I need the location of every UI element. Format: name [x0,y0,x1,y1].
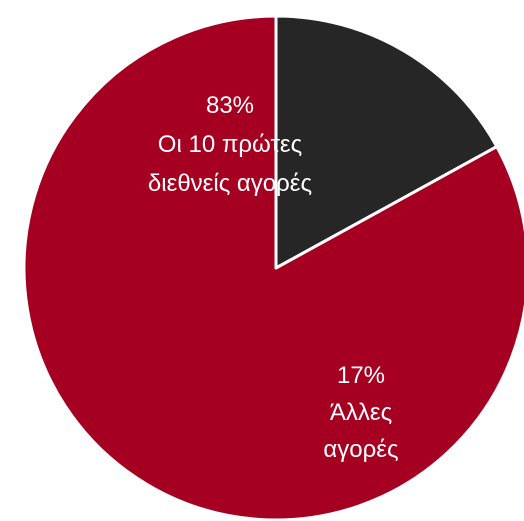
slice-label-line-0-1: Άλλες [330,399,392,426]
pie-slices [22,14,524,521]
slice-label-line-0-2: αγορές [323,436,398,463]
pie-slice-0 [274,14,499,270]
slice-label-line-1-2: διεθνείς αγορές [148,170,312,197]
pie-labels: 17% Άλλες αγορές 83% Οι 10 πρώτες διεθνείς αγ… [148,92,399,463]
slice-label-1: 83% Οι 10 πρώτες διεθνείς αγορές [148,92,312,197]
slice-percent-1: 83% [206,92,254,119]
pie-slice-1 [22,14,524,521]
slice-label-line-1-1: Οι 10 πρώτες [158,131,302,158]
slice-label-0: 17% Άλλες αγορές [323,362,398,463]
slice-percent-0: 17% [337,362,385,389]
